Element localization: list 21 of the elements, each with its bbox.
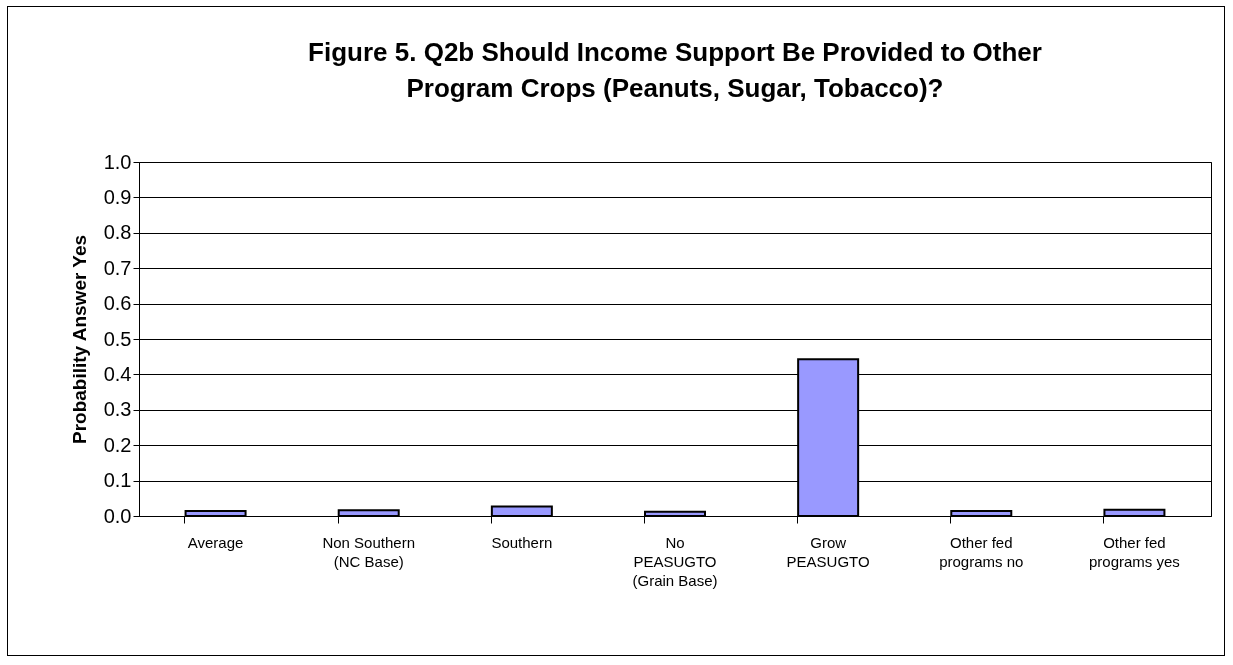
chart-title: Figure 5. Q2b Should Income Support Be Provided to Other Program Crops (Peanuts, Sugar, Tobacco)? — [308, 37, 1042, 103]
y-tick-label: 0.6 — [103, 292, 132, 315]
bar — [184, 510, 247, 517]
y-tick-label: 0.9 — [103, 185, 132, 208]
y-tick-label: 0.2 — [103, 433, 132, 456]
y-tick-label: 0.8 — [103, 221, 132, 244]
y-tick-label: 1.0 — [103, 150, 132, 173]
y-tick-label: 0.5 — [103, 327, 132, 350]
y-tick-label: 0.1 — [103, 469, 132, 492]
x-tick-label: No PEASUGTO (Grain Base) — [632, 533, 718, 589]
x-tick-label: Average — [187, 533, 244, 551]
x-tick-label: Southern — [491, 533, 553, 551]
y-tick-label: 0.7 — [103, 256, 132, 279]
x-tick-label: Other fed programs yes — [1088, 533, 1180, 570]
y-tick-label: 0.3 — [103, 398, 132, 421]
x-tick-label: Non Southern (NC Base) — [322, 533, 415, 570]
x-tick-label: Grow PEASUGTO — [786, 533, 870, 570]
y-tick-label: 0.4 — [103, 362, 132, 385]
y-tick-label: 0.0 — [103, 504, 132, 527]
y-axis-title: Probability Answer Yes — [68, 234, 90, 445]
x-tick-label: Other fed programs no — [939, 533, 1024, 570]
